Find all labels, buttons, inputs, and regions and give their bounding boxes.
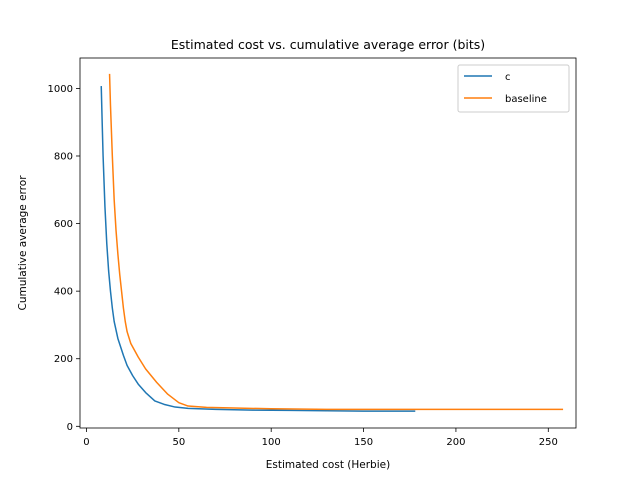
x-tick-label: 50 — [172, 437, 185, 448]
series-lines — [100, 73, 564, 412]
y-tick-label: 0 — [67, 422, 73, 433]
y-axis: 0 200 400 600 800 1000 — [48, 84, 80, 433]
y-tick-label: 200 — [54, 354, 73, 365]
axes-frame — [79, 57, 577, 429]
y-tick-label: 1000 — [48, 84, 73, 95]
x-tick-label: 200 — [446, 437, 465, 448]
legend: c baseline — [457, 64, 570, 113]
chart-title: Estimated cost vs. cumulative average er… — [171, 37, 485, 52]
x-tick-label: 100 — [262, 437, 281, 448]
x-axis: 0 50 100 150 200 250 — [83, 428, 558, 448]
plot-area — [79, 57, 577, 429]
legend-label-c: c — [505, 72, 511, 83]
x-tick-label: 0 — [83, 437, 89, 448]
plot-background — [80, 58, 576, 428]
x-tick-label: 250 — [539, 437, 558, 448]
x-tick-label: 150 — [354, 437, 373, 448]
y-axis-label: Cumulative average error — [17, 175, 29, 311]
y-tick-label: 400 — [54, 287, 73, 298]
y-tick-label: 600 — [54, 219, 73, 230]
series-line-c — [100, 86, 416, 412]
legend-label-baseline: baseline — [505, 94, 547, 105]
series-line-baseline — [108, 73, 564, 411]
x-axis-label: Estimated cost (Herbie) — [266, 459, 390, 471]
y-tick-label: 800 — [54, 151, 73, 162]
